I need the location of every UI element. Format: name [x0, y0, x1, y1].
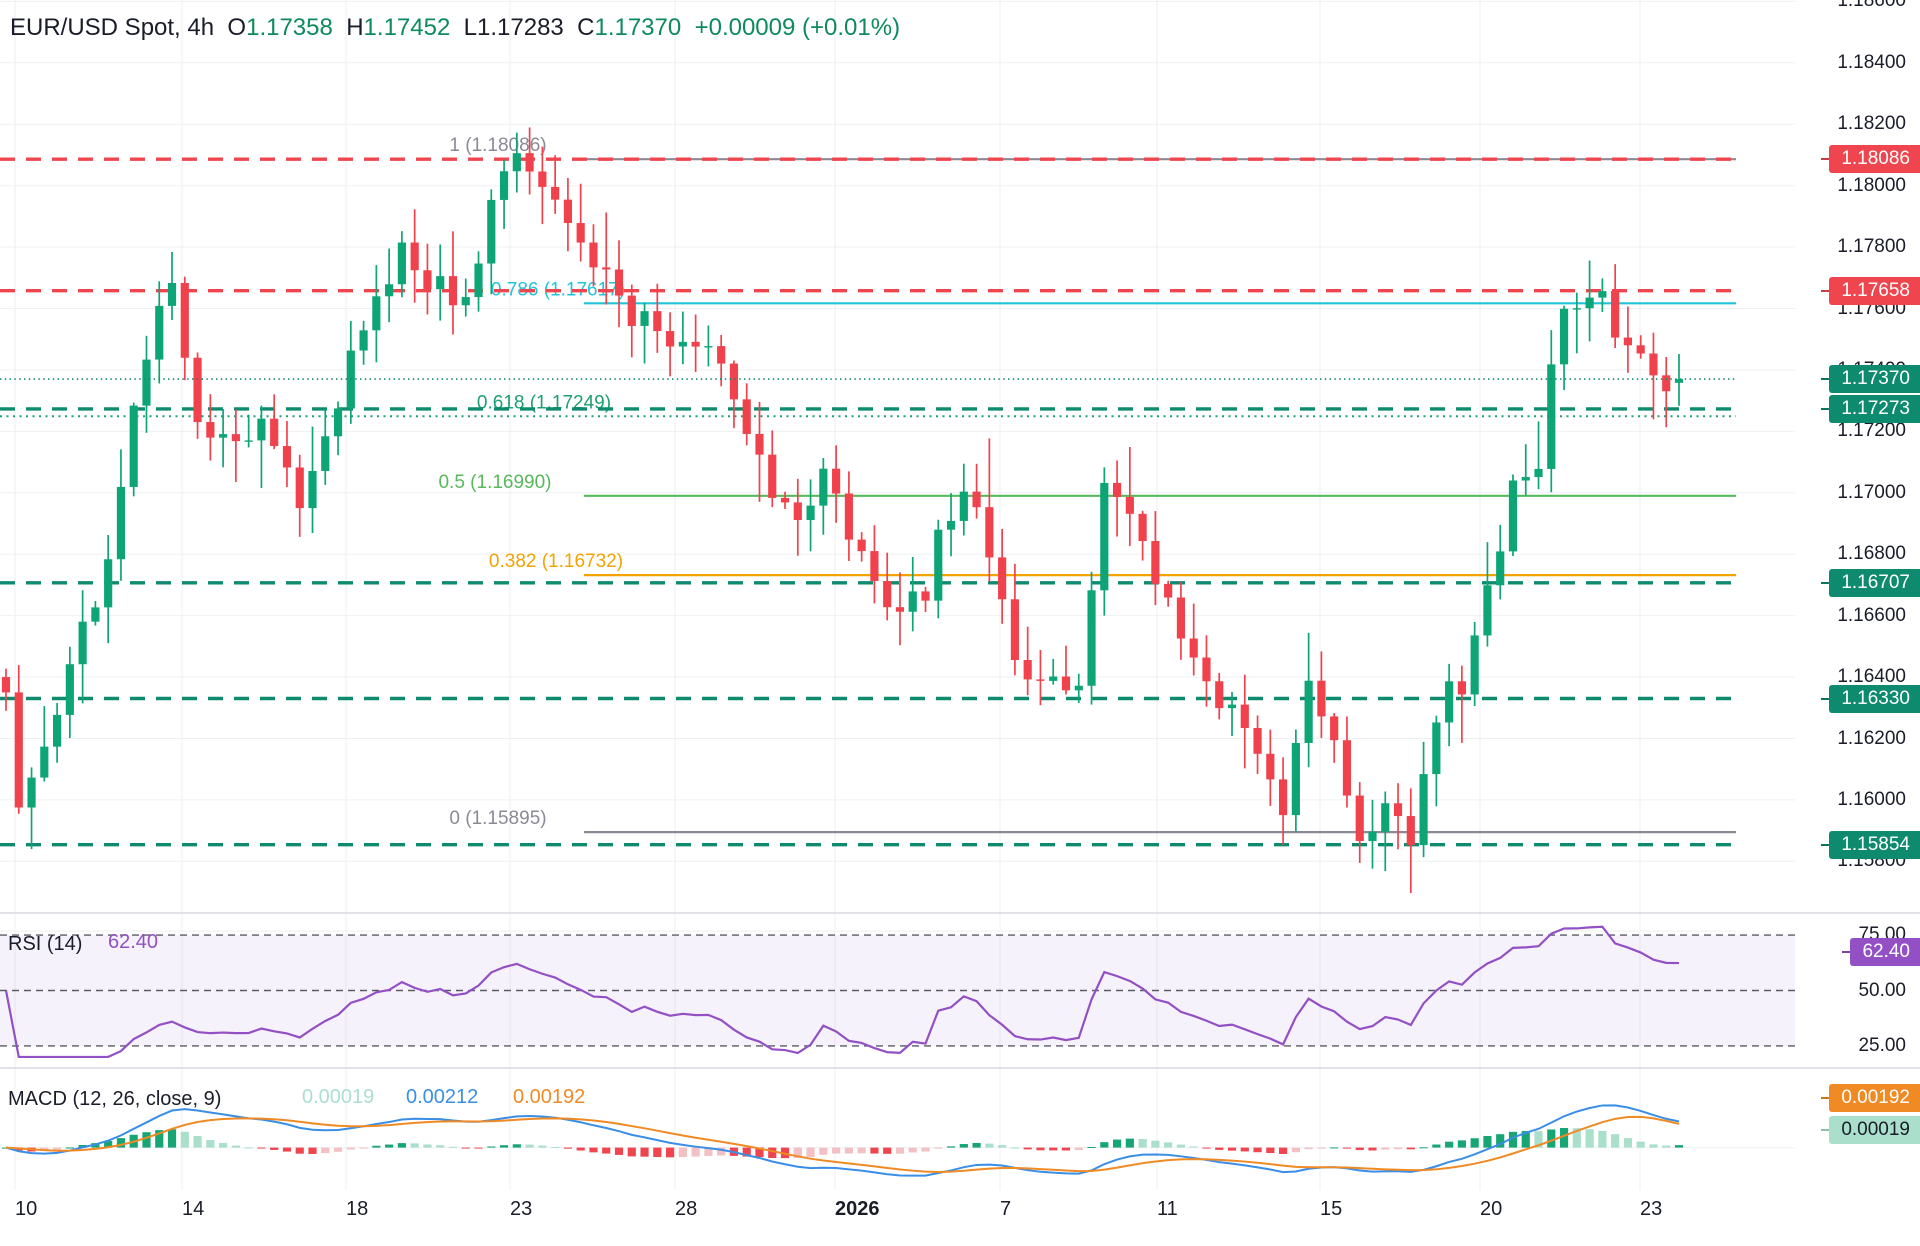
svg-text:0.5 (1.16990): 0.5 (1.16990) [438, 472, 551, 493]
svg-text:1 (1.18086): 1 (1.18086) [449, 135, 546, 156]
svg-text:0 (1.15895): 0 (1.15895) [449, 808, 546, 829]
svg-text:0.382 (1.16732): 0.382 (1.16732) [489, 551, 623, 572]
